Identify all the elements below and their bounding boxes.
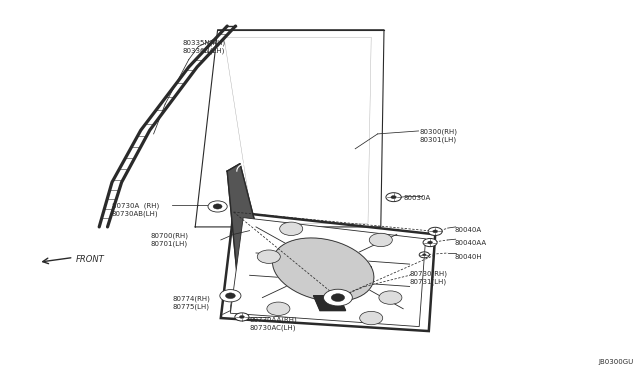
Circle shape (369, 233, 392, 247)
Text: JB0300GU: JB0300GU (598, 359, 634, 365)
Circle shape (379, 291, 402, 304)
Polygon shape (314, 296, 346, 311)
Circle shape (391, 196, 396, 199)
Polygon shape (273, 238, 374, 301)
Text: 80700(RH)
80701(LH): 80700(RH) 80701(LH) (150, 232, 188, 247)
Circle shape (324, 289, 352, 306)
Circle shape (422, 254, 426, 256)
Circle shape (280, 222, 303, 235)
Circle shape (360, 311, 383, 325)
Polygon shape (227, 164, 266, 272)
Polygon shape (221, 212, 435, 331)
Text: FRONT: FRONT (76, 255, 104, 264)
Text: 80335N(RH)
80336N(LH): 80335N(RH) 80336N(LH) (182, 39, 225, 54)
Circle shape (428, 227, 442, 235)
Text: 80030A: 80030A (403, 195, 431, 201)
Circle shape (208, 201, 227, 212)
Circle shape (428, 241, 433, 244)
Text: 80730(RH)
80731(LH): 80730(RH) 80731(LH) (410, 271, 447, 285)
Circle shape (213, 204, 222, 209)
Circle shape (220, 289, 241, 302)
Text: 80040A: 80040A (454, 227, 481, 233)
Text: 80730A  (RH)
80730AB(LH): 80730A (RH) 80730AB(LH) (112, 203, 159, 217)
Text: 80730AA(RH)
80730AC(LH): 80730AA(RH) 80730AC(LH) (250, 317, 298, 331)
Circle shape (419, 252, 429, 258)
Circle shape (235, 313, 249, 321)
Circle shape (257, 250, 280, 263)
Text: 80040H: 80040H (454, 254, 482, 260)
Circle shape (332, 294, 344, 301)
Text: 80774(RH)
80775(LH): 80774(RH) 80775(LH) (173, 296, 211, 310)
Text: 80300(RH)
80301(LH): 80300(RH) 80301(LH) (419, 128, 457, 143)
Text: 80040AA: 80040AA (454, 240, 486, 246)
Circle shape (239, 315, 244, 318)
Circle shape (267, 302, 290, 315)
Circle shape (433, 230, 438, 233)
Circle shape (386, 193, 401, 202)
Polygon shape (230, 218, 426, 327)
Circle shape (225, 293, 236, 299)
Circle shape (423, 238, 437, 247)
